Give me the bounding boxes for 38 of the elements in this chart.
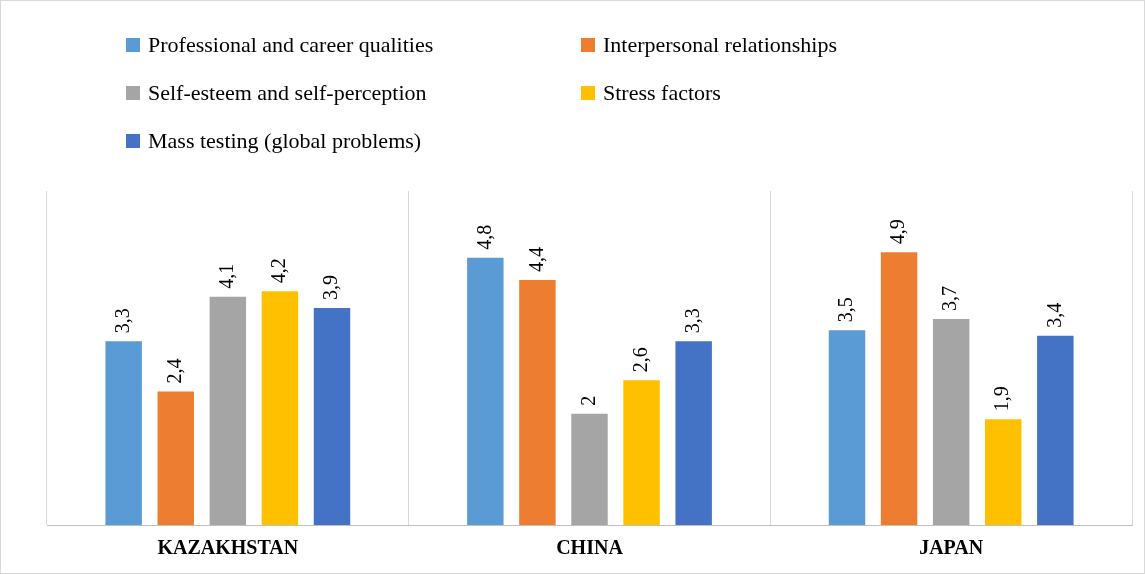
bar [880, 252, 918, 525]
bar [1037, 335, 1074, 525]
legend-label: Stress factors [603, 80, 721, 106]
data-label: 3,9 [319, 274, 342, 300]
x-tick-label: CHINA [556, 536, 624, 559]
data-label: 3,3 [110, 308, 133, 334]
bar [157, 391, 194, 525]
data-label: 3,7 [938, 286, 961, 312]
bar [313, 307, 351, 525]
data-label: 4,2 [267, 258, 290, 284]
x-tick-label: KAZAKHSTAN [157, 536, 299, 559]
data-label: 2,4 [163, 358, 185, 384]
data-label: 3,4 [1042, 302, 1065, 328]
data-label: 4,9 [886, 219, 909, 245]
data-label: 4,8 [472, 224, 495, 250]
bar [675, 341, 712, 525]
bar [932, 319, 970, 525]
bar [467, 257, 504, 525]
bar [985, 419, 1022, 525]
data-label: 1,9 [990, 386, 1013, 412]
legend-label: Mass testing (global problems) [148, 128, 422, 154]
data-label: 2 [576, 395, 599, 406]
bar [105, 341, 142, 525]
bar [623, 380, 660, 525]
bar [571, 413, 608, 525]
legend-label: Interpersonal relationships [603, 32, 837, 58]
x-tick-label: JAPAN [919, 536, 984, 559]
legend-label: Professional and career qualities [148, 32, 434, 58]
data-label: 2,6 [628, 347, 651, 373]
bar [519, 280, 556, 525]
data-label: 3,5 [834, 297, 857, 323]
bar [261, 291, 299, 525]
data-label: 3,3 [680, 308, 703, 334]
legend-label: Self-esteem and self-perception [148, 80, 427, 106]
bar [209, 296, 247, 525]
bar [828, 330, 866, 525]
data-label: 4,1 [215, 263, 238, 289]
data-label: 4,4 [524, 247, 547, 273]
